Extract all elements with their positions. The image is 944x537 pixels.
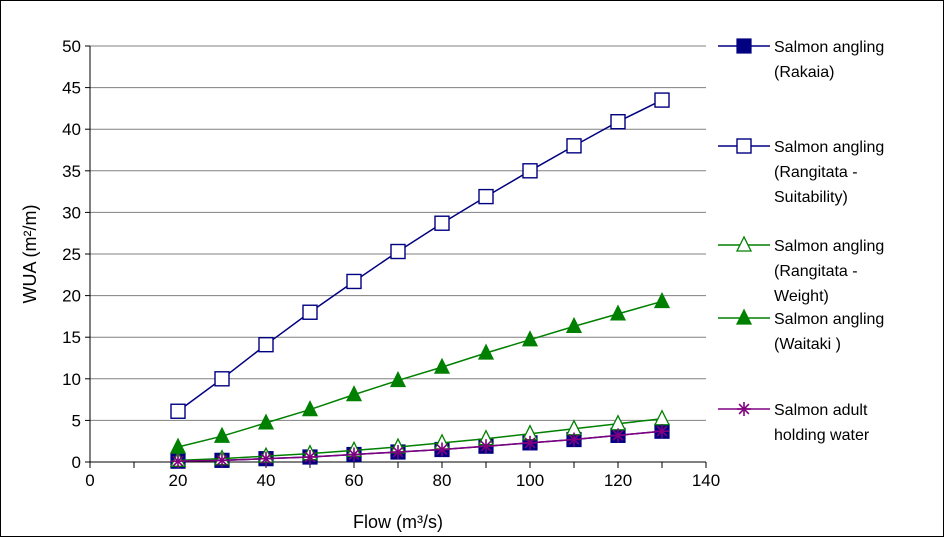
- legend-label-1-1: (Rangitata -: [774, 164, 858, 181]
- point-s1-x70: [390, 243, 406, 260]
- point-s1-x20: [170, 403, 186, 419]
- x-tick-label-0: 0: [85, 471, 94, 490]
- y-tick-label-35: 35: [62, 162, 81, 181]
- y-tick-label-5: 5: [72, 411, 81, 430]
- point-s3-x50: [301, 400, 319, 417]
- point-s4-x100: [523, 435, 537, 450]
- point-s4-x90: [479, 439, 493, 454]
- legend-entry-2: Salmon angling (Rangitata - Weight): [718, 235, 884, 305]
- point-s4-x40: [259, 451, 273, 466]
- legend-label-2-2: Weight): [774, 288, 829, 305]
- y-tick-label-30: 30: [62, 203, 81, 222]
- point-s1-x60: [346, 273, 362, 290]
- point-s1-x120: [610, 114, 626, 130]
- series-4: [171, 424, 669, 469]
- series-group: [169, 92, 671, 469]
- point-s3-x20: [169, 437, 187, 454]
- legend-marker-1: [736, 138, 752, 154]
- x-tick-label-120: 120: [604, 471, 632, 490]
- legend-label-2-1: (Rangitata -: [774, 263, 858, 280]
- y-axis-ticks: 0 5 10 15 20 25 30 35 40 45 50: [62, 37, 90, 472]
- x-tick-label-100: 100: [516, 471, 544, 490]
- legend-label-3-0: Salmon angling: [774, 311, 884, 328]
- legend-entry-3: Salmon angling (Waitaki ): [718, 308, 884, 353]
- point-s3-x70: [389, 371, 407, 388]
- y-tick-label-20: 20: [62, 287, 81, 306]
- series-line-3: [177, 300, 663, 448]
- legend-label-0-1: (Rakaia): [774, 64, 834, 81]
- y-tick-label-0: 0: [72, 453, 81, 472]
- point-s1-x30: [214, 371, 230, 387]
- legend-entry-1: Salmon angling (Rangitata - Suitability): [718, 138, 884, 206]
- legend-marker-0: [736, 38, 752, 54]
- point-s4-x20: [171, 454, 185, 469]
- point-s4-x60: [347, 447, 361, 462]
- x-tick-label-80: 80: [433, 471, 452, 490]
- point-s3-x80: [433, 357, 451, 374]
- point-s4-x120: [611, 428, 625, 443]
- point-s1-x80: [434, 215, 450, 231]
- y-tick-label-25: 25: [62, 245, 81, 264]
- legend-marker-4: [737, 402, 751, 416]
- y-tick-label-15: 15: [62, 328, 81, 347]
- point-s4-x110: [567, 432, 581, 447]
- series-3: [169, 291, 671, 454]
- point-s1-x50: [302, 304, 318, 320]
- point-s4-x80: [435, 442, 449, 457]
- x-tick-label-20: 20: [169, 471, 188, 490]
- y-tick-label-45: 45: [62, 79, 81, 98]
- point-s3-x100: [521, 330, 539, 347]
- x-tick-label-140: 140: [692, 471, 720, 490]
- point-s1-x110: [566, 138, 582, 154]
- point-s3-x60: [345, 385, 363, 402]
- point-s3-x40: [257, 413, 275, 430]
- y-tick-label-10: 10: [62, 370, 81, 389]
- legend-label-2-0: Salmon angling: [774, 238, 884, 255]
- y-tick-label-40: 40: [62, 120, 81, 139]
- point-s4-x70: [391, 445, 405, 460]
- series-1: [170, 92, 670, 419]
- point-s3-x120: [609, 304, 627, 321]
- legend-label-1-2: Suitability): [774, 189, 848, 206]
- series-line-4: [177, 430, 663, 462]
- x-tick-label-60: 60: [345, 471, 364, 490]
- y-tick-label-50: 50: [62, 37, 81, 56]
- grid-lines: [90, 45, 706, 421]
- point-s3-x30: [213, 426, 231, 443]
- point-s1-x90: [478, 188, 494, 205]
- y-axis-title: WUA (m²/m): [20, 205, 40, 304]
- legend-label-4-1: holding water: [774, 427, 870, 444]
- point-s3-x90: [477, 343, 495, 360]
- x-axis-ticks: 0 20 40 60 80 100 120 140: [85, 462, 720, 490]
- legend-entry-0: Salmon angling (Rakaia): [718, 38, 884, 81]
- point-s3-x130: [653, 291, 671, 309]
- x-axis-title: Flow (m³/s): [353, 512, 443, 532]
- legend-label-1-0: Salmon angling: [774, 139, 884, 156]
- series-line-2: [177, 417, 663, 462]
- point-s1-x40: [258, 336, 274, 353]
- legend-label-0-0: Salmon angling: [774, 39, 884, 56]
- point-s1-x100: [522, 163, 538, 179]
- legend-label-3-1: (Waitaki ): [774, 336, 841, 353]
- legend: Salmon angling (Rakaia) Salmon angling (Ran…: [718, 38, 884, 444]
- point-s4-x30: [215, 453, 229, 468]
- legend-marker-2: [735, 235, 753, 252]
- point-s3-x110: [565, 316, 583, 334]
- legend-marker-3: [735, 308, 753, 325]
- point-s1-x130: [654, 92, 670, 108]
- legend-entry-4: Salmon adult holding water: [718, 402, 870, 444]
- legend-label-4-0: Salmon adult: [774, 402, 868, 419]
- point-s4-x50: [303, 450, 317, 465]
- point-s4-x130: [655, 424, 669, 439]
- x-tick-label-40: 40: [257, 471, 276, 490]
